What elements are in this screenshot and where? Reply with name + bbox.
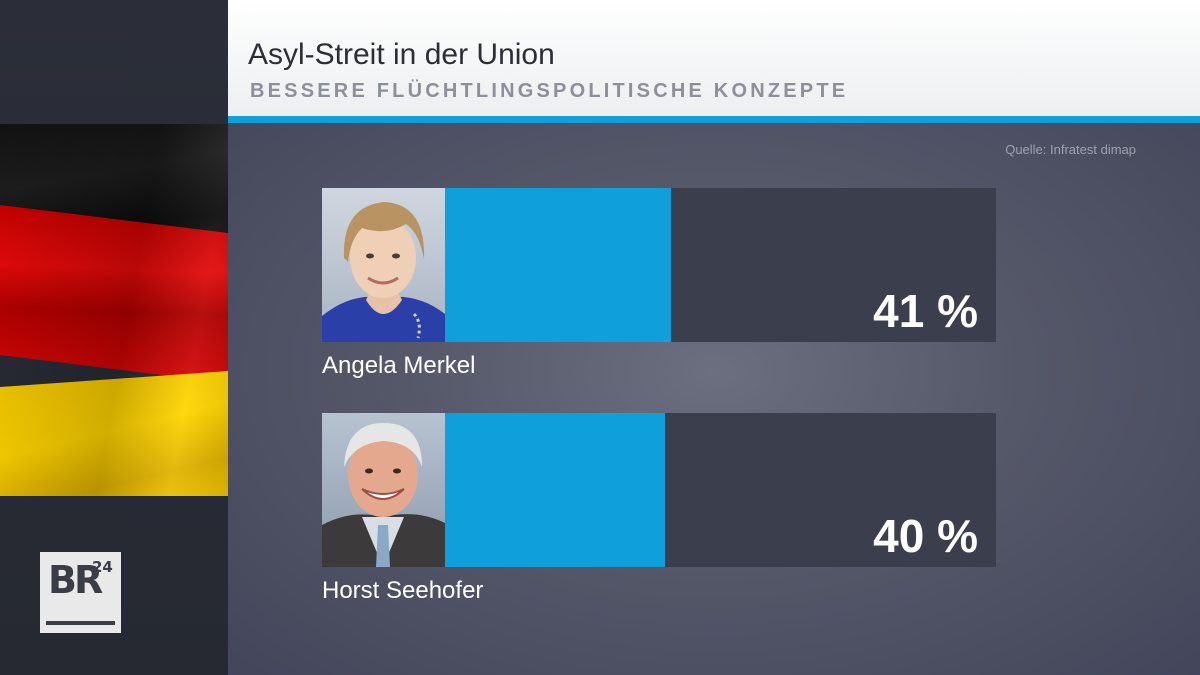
source-label: Quelle: Infratest dimap: [1005, 142, 1136, 157]
german-flag-image: [0, 124, 228, 496]
logo-br-text: BR: [48, 558, 103, 602]
seehofer-bar: [445, 413, 666, 567]
chart-title: Asyl-Streit in der Union: [248, 38, 555, 71]
chart-subtitle: BESSERE FLÜCHTLINGSPOLITISCHE KONZEPTE: [250, 80, 849, 102]
seehofer-name-label: Horst Seehofer: [322, 577, 484, 604]
br24-logo: BR 24: [40, 552, 121, 633]
merkel-value-label: 41 %: [873, 285, 978, 337]
logo-underline: [46, 621, 115, 625]
merkel-name-label: Angela Merkel: [322, 352, 476, 379]
merkel-bar: [445, 188, 671, 342]
header-accent-line: [228, 116, 1200, 123]
logo-24-text: 24: [92, 558, 113, 576]
left-panel: BR 24: [0, 0, 228, 675]
merkel-bar-track: 41 %: [445, 188, 996, 342]
header: Asyl-Streit in der Union BESSERE FLÜCHTL…: [228, 0, 1200, 116]
seehofer-value-label: 40 %: [873, 510, 978, 562]
chart-area: Quelle: Infratest dimap: [228, 123, 1200, 675]
seehofer-bar-track: 40 %: [445, 413, 996, 567]
flag-shading: [0, 124, 228, 496]
seehofer-photo: [322, 413, 445, 567]
merkel-photo: [322, 188, 445, 342]
